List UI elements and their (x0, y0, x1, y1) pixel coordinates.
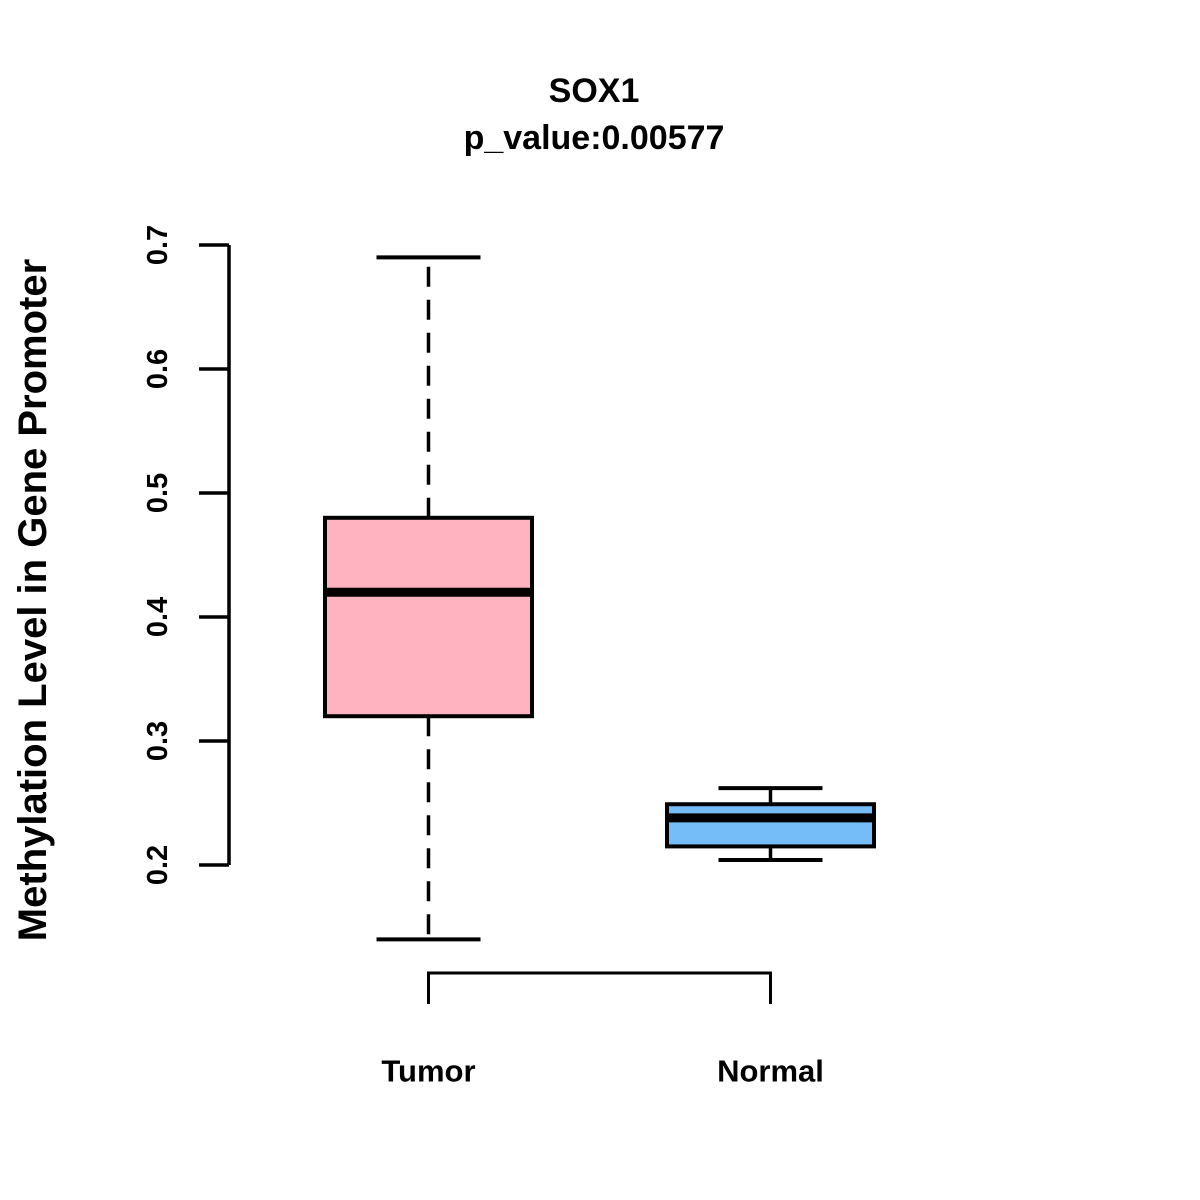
y-axis-tick-label: 0.6 (142, 349, 174, 389)
y-axis-tick-label: 0.5 (142, 473, 174, 513)
y-axis-tick-label: 0.3 (142, 721, 174, 761)
y-axis-tick-label: 0.7 (142, 225, 174, 265)
tumor-box (323, 515, 534, 719)
x-axis-bracket (427, 971, 772, 1004)
y-axis-tick-label: 0.2 (142, 845, 174, 885)
normal-box (665, 802, 876, 849)
chart-subtitle: p_value:0.00577 (464, 119, 725, 157)
x-axis-label-normal: Normal (717, 1054, 824, 1089)
y-axis-title: Methylation Level in Gene Promoter (11, 259, 55, 941)
chart-title: SOX1 (549, 72, 640, 110)
y-axis-tick-label: 0.4 (142, 597, 174, 637)
x-axis-label-tumor: Tumor (381, 1054, 475, 1089)
